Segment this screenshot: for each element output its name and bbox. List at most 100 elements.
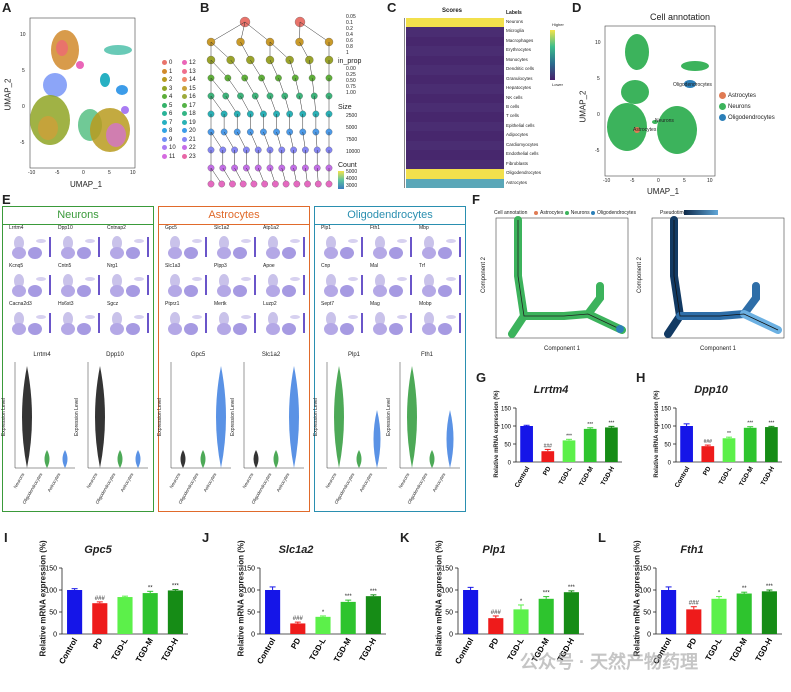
panel-b-legend-item: 0.05 <box>346 14 356 20</box>
heatmap-row-label: Neurons <box>506 19 524 24</box>
panel-a-legend-label: 14 <box>189 77 196 84</box>
x-category-label: TGD-M <box>728 636 749 663</box>
panel-a-xtick-2: 0 <box>82 170 85 176</box>
bar <box>743 427 757 462</box>
feature-plot: Mag <box>368 301 414 337</box>
violin-gene: Fth1 <box>420 352 433 358</box>
feature-plot-graphic <box>110 236 149 259</box>
x-category-label: Control <box>255 637 277 666</box>
feature-plot: Mertk <box>212 301 258 337</box>
violin-gene: Dpp10 <box>106 352 124 358</box>
panel-e-group-neurons: Neurons Lrrtm4 Dpp10 Cntnap2 Kcnq5 Cntn5 Nrg1 C… <box>1 206 154 512</box>
x-category-label: PD <box>542 465 553 477</box>
panel-a-legend-item: 9 <box>162 136 172 143</box>
feature-plot: Mbp <box>417 225 463 261</box>
panel-d-title: Cell annotation <box>650 12 711 22</box>
panel-c-scale-low: Lower <box>552 82 563 87</box>
heatmap-row-label: Adipocytes <box>506 132 529 138</box>
chart-title: Slc1a2 <box>278 544 314 556</box>
panel-b-legend-item: 0.25 <box>346 72 356 78</box>
heatmap-row <box>406 131 504 141</box>
panel-a-plot <box>29 17 136 169</box>
panel-b-letter: B <box>200 0 210 15</box>
x-category-label: TGD-H <box>600 465 617 487</box>
feature-plot-graphic <box>61 236 100 259</box>
bar <box>117 597 133 634</box>
panel-c-scale-high: Higher <box>552 22 564 27</box>
panel-f-letter: F <box>472 192 480 207</box>
heatmap-row-label: NK cells <box>506 94 523 100</box>
feature-plot-graphic <box>266 312 305 335</box>
feature-plot: Plp1 <box>319 225 365 261</box>
feature-plot-graphic <box>12 236 51 259</box>
panel-a-letter: A <box>2 0 12 15</box>
heatmap-row <box>406 121 504 132</box>
panel-b-legend-item: 5000 <box>346 125 358 131</box>
panel-c-rows <box>406 18 504 188</box>
panel-a-legend-item: 17 <box>182 102 196 109</box>
heatmap-row-label: Monocytes <box>506 56 528 62</box>
heatmap-row <box>406 103 504 113</box>
cluster-dot-icon <box>182 102 187 108</box>
panel-a-ytick-2: 0 <box>22 104 25 110</box>
panel-d-plot <box>604 25 716 177</box>
panel-b-legend-item: 5000 <box>346 169 358 175</box>
violin-plot: Gpc5 Expression Level Neurons Oligodendrocy… <box>157 352 233 505</box>
panel-d-xtick-1: -5 <box>630 178 635 184</box>
heatmap-row <box>406 46 504 56</box>
panel-d-xtick-2: 0 <box>657 178 660 184</box>
x-category-label: TGD-H <box>754 636 775 663</box>
feature-plot-gene: Luzp2 <box>263 301 277 307</box>
feature-plot-graphic <box>217 274 256 297</box>
cluster-dot-icon <box>182 128 187 133</box>
significance-label: *** <box>172 584 180 590</box>
panel-k-letter: K <box>400 530 410 545</box>
bar <box>605 427 618 462</box>
panel-a-legend-label: 20 <box>189 128 196 135</box>
feature-plot-gene: Apoe <box>263 263 275 269</box>
panel-d-xtick-4: 10 <box>707 178 713 184</box>
panel-b-legend-item: 0.50 <box>346 78 356 84</box>
violin-graphic <box>170 362 231 469</box>
cluster-dot-icon <box>182 111 187 116</box>
cluster-dot-icon <box>162 136 167 142</box>
feature-plot: Sept7 <box>319 301 365 337</box>
significance-label: *** <box>747 421 753 427</box>
y-tick-label: 100 <box>45 588 57 595</box>
chart-title: Fth1 <box>680 544 704 556</box>
panel-b-legend-item: 0.2 <box>346 26 353 32</box>
watermark: 公众号 · 天然产物药理 <box>520 652 698 672</box>
y-tick-label: 0 <box>508 461 512 467</box>
bar <box>661 590 677 634</box>
y-tick-label: 100 <box>501 425 512 431</box>
cluster-dot-icon <box>182 119 187 125</box>
panel-a-legend-item: 22 <box>182 145 196 151</box>
panel-a-legend-label: 6 <box>169 111 173 118</box>
feature-plot-graphic <box>266 274 305 297</box>
bar <box>711 598 727 634</box>
panel-h-letter: H <box>636 370 646 385</box>
cluster-dot-icon <box>162 111 167 116</box>
panel-a-legend-label: 7 <box>169 119 173 126</box>
panel-d-xtick-0: -10 <box>603 178 611 184</box>
feature-plot-graphic <box>12 274 51 297</box>
feature-plot-gene: Sgcz <box>107 301 119 307</box>
panel-a-legend-label: 8 <box>169 128 173 135</box>
feature-plot-gene: Mertk <box>214 301 227 307</box>
panel-d-xtick-3: 5 <box>683 178 686 184</box>
cluster-dot-icon <box>182 85 187 91</box>
heatmap-row <box>406 74 504 85</box>
panel-d-xlabel: UMAP_1 <box>647 187 680 196</box>
significance-label: ### <box>689 601 700 607</box>
chart-svg: 0 50 100 150 Control ### PD TGD-L ** TGD-M *** TGD-… <box>45 566 188 666</box>
heatmap-row <box>406 36 504 47</box>
panel-b-legend-item: 0.75 <box>346 84 356 90</box>
bar <box>290 623 306 634</box>
chart-svg: 050100150Control###PD*TGD-L***TGD-M***TG… <box>441 566 584 666</box>
x-category-label: Control <box>57 637 79 666</box>
legend-dot-icon <box>719 103 726 110</box>
violin-graphic <box>14 362 75 469</box>
panel-e-title-rule <box>3 224 153 225</box>
panel-f-legend: Astrocytes Neurons Oligodendrocytes <box>534 210 636 216</box>
panel-d-legend-label: Oligodendrocytes <box>728 115 775 122</box>
